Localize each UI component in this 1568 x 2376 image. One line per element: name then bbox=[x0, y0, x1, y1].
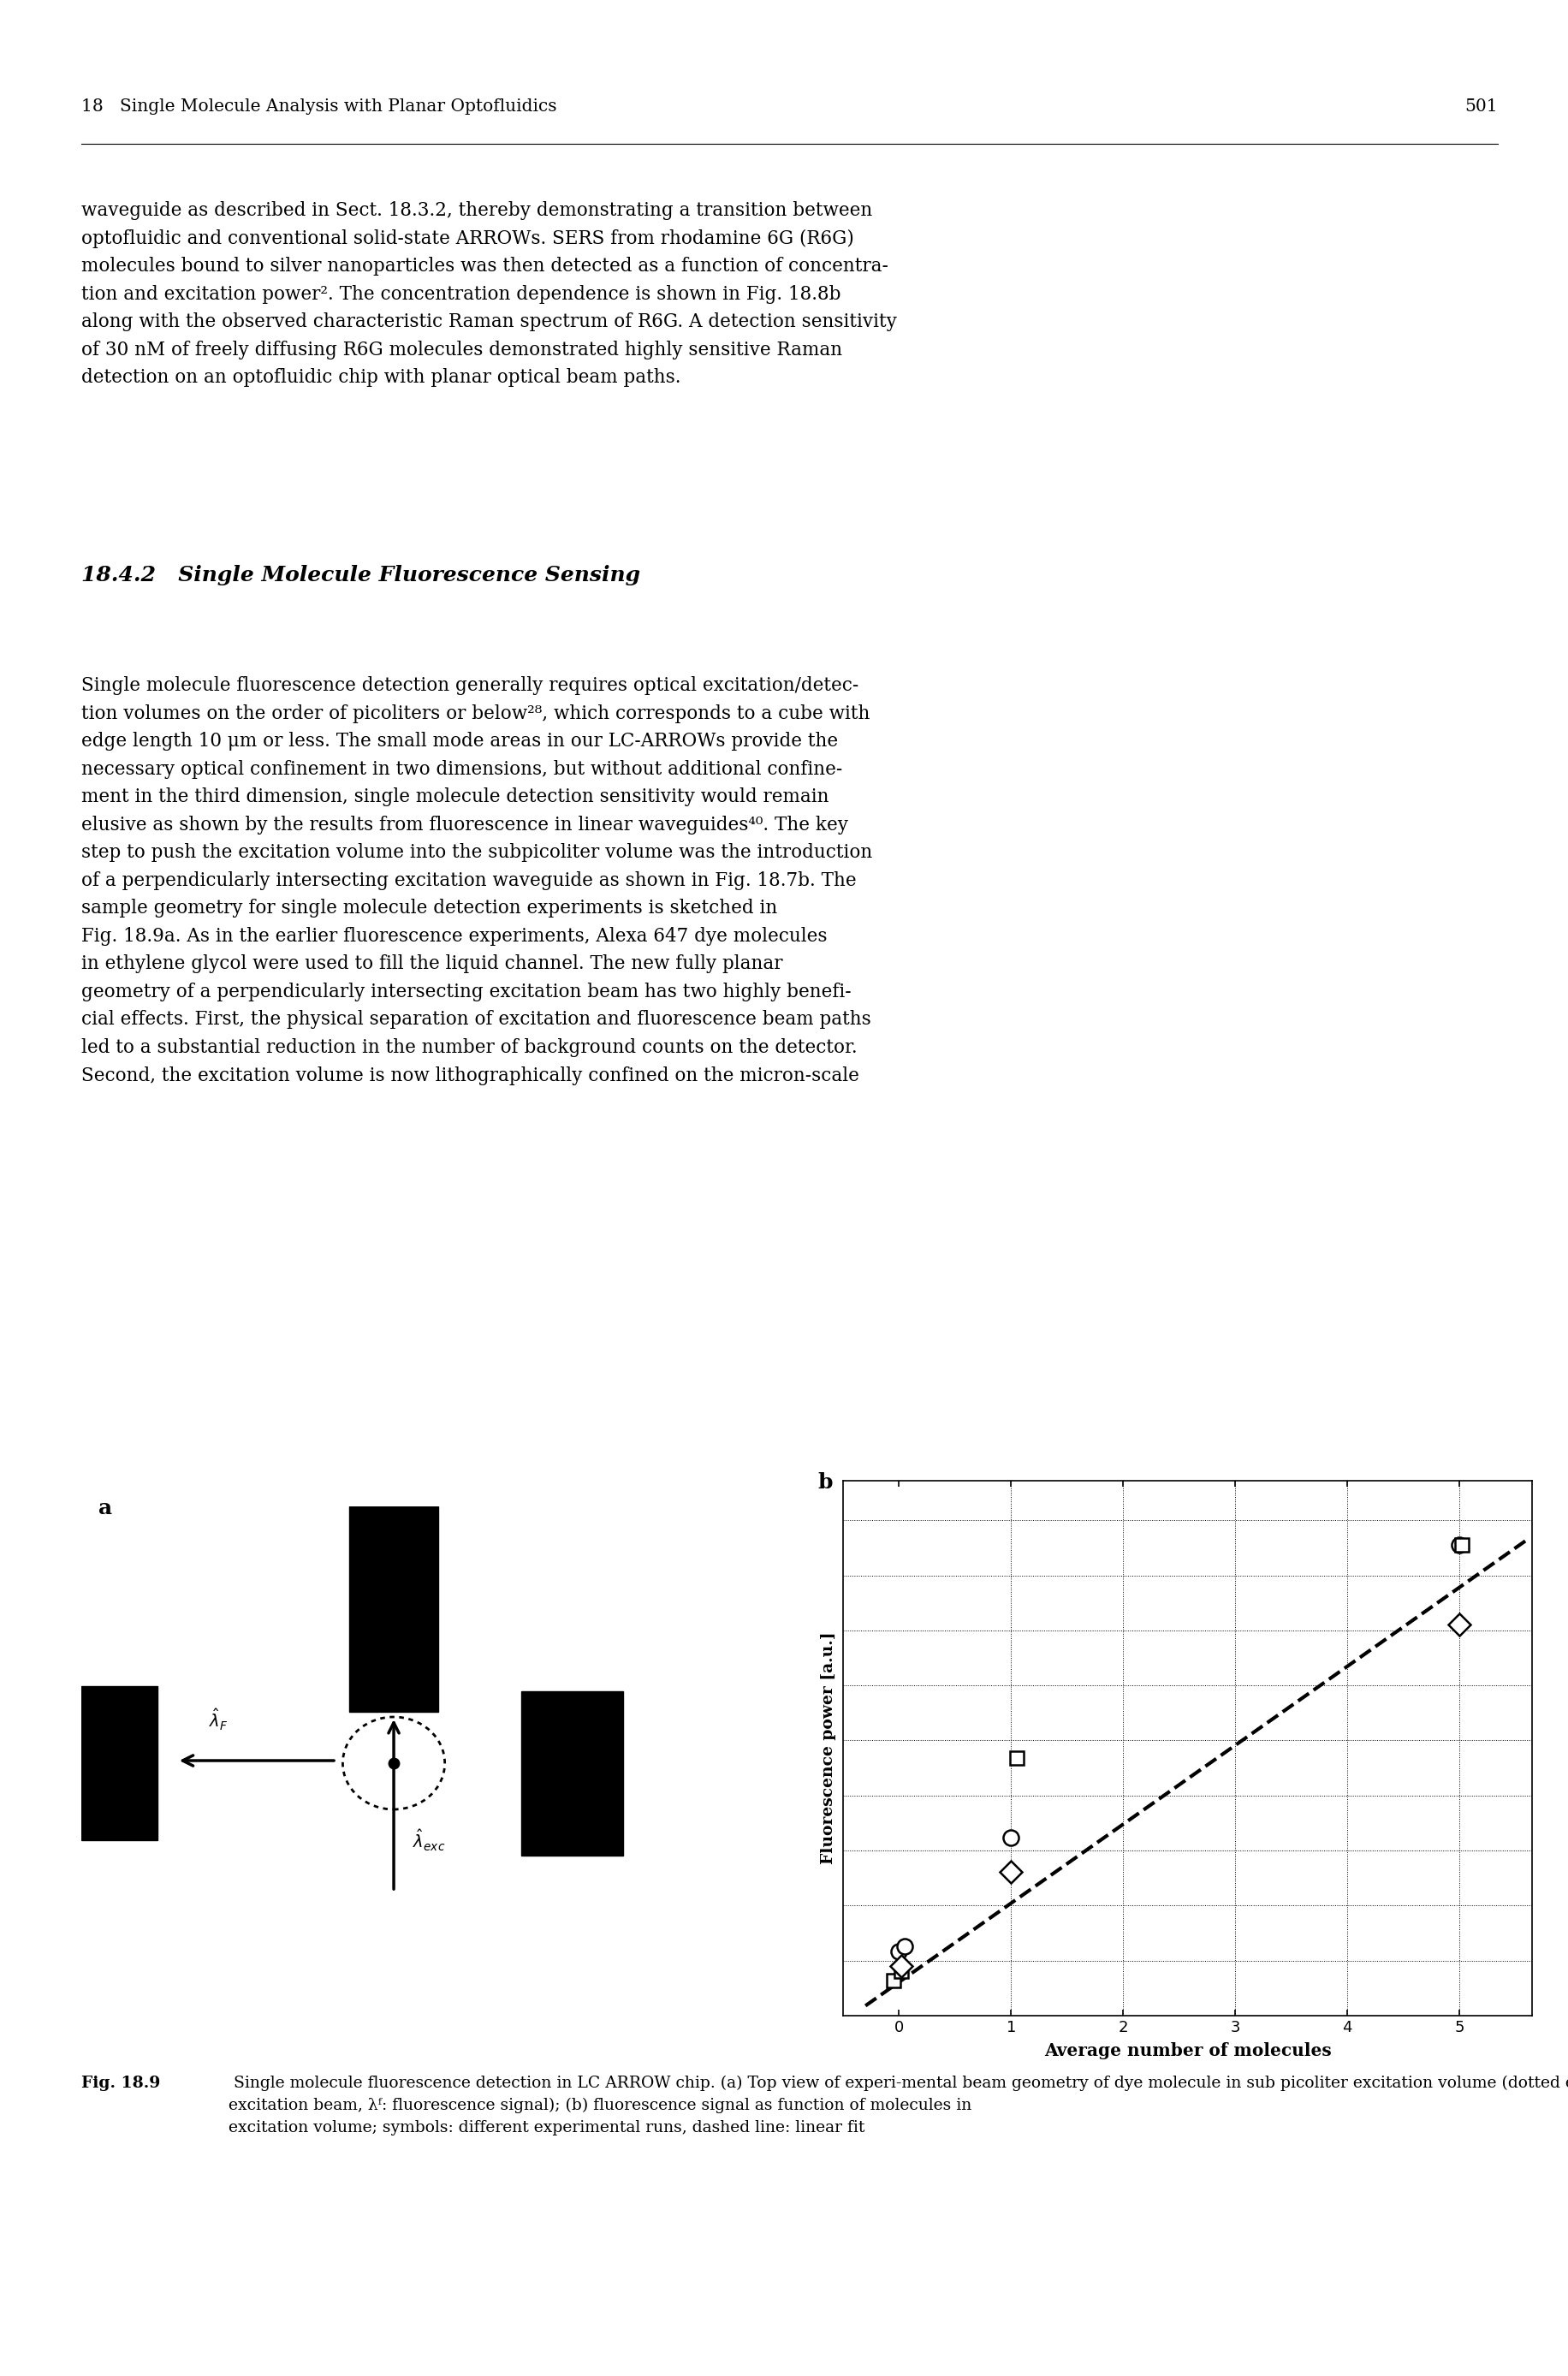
Bar bbox=[82, 1687, 158, 1839]
Text: waveguide as described in Sect. 18.3.2, thereby demonstrating a transition betwe: waveguide as described in Sect. 18.3.2, … bbox=[82, 202, 897, 387]
X-axis label: Average number of molecules: Average number of molecules bbox=[1044, 2043, 1331, 2060]
Text: Single molecule fluorescence detection generally requires optical excitation/det: Single molecule fluorescence detection g… bbox=[82, 677, 872, 1086]
Bar bbox=[350, 1506, 439, 1711]
Y-axis label: Fluorescence power [a.u.]: Fluorescence power [a.u.] bbox=[820, 1632, 836, 1865]
Text: a: a bbox=[99, 1497, 113, 1518]
Text: b: b bbox=[817, 1473, 833, 1492]
Text: 501: 501 bbox=[1465, 97, 1497, 114]
Text: 18   Single Molecule Analysis with Planar Optofluidics: 18 Single Molecule Analysis with Planar … bbox=[82, 97, 557, 114]
Text: $\hat{\lambda}_F$: $\hat{\lambda}_F$ bbox=[209, 1708, 229, 1732]
Bar bbox=[521, 1692, 624, 1856]
Text: Single molecule fluorescence detection in LC ARROW chip. (a) Top view of experi­: Single molecule fluorescence detection i… bbox=[229, 2077, 1568, 2136]
Text: $\hat{\lambda}_{exc}$: $\hat{\lambda}_{exc}$ bbox=[412, 1827, 445, 1853]
Text: Fig. 18.9: Fig. 18.9 bbox=[82, 2077, 160, 2091]
Text: 18.4.2   Single Molecule Fluorescence Sensing: 18.4.2 Single Molecule Fluorescence Sens… bbox=[82, 565, 640, 584]
